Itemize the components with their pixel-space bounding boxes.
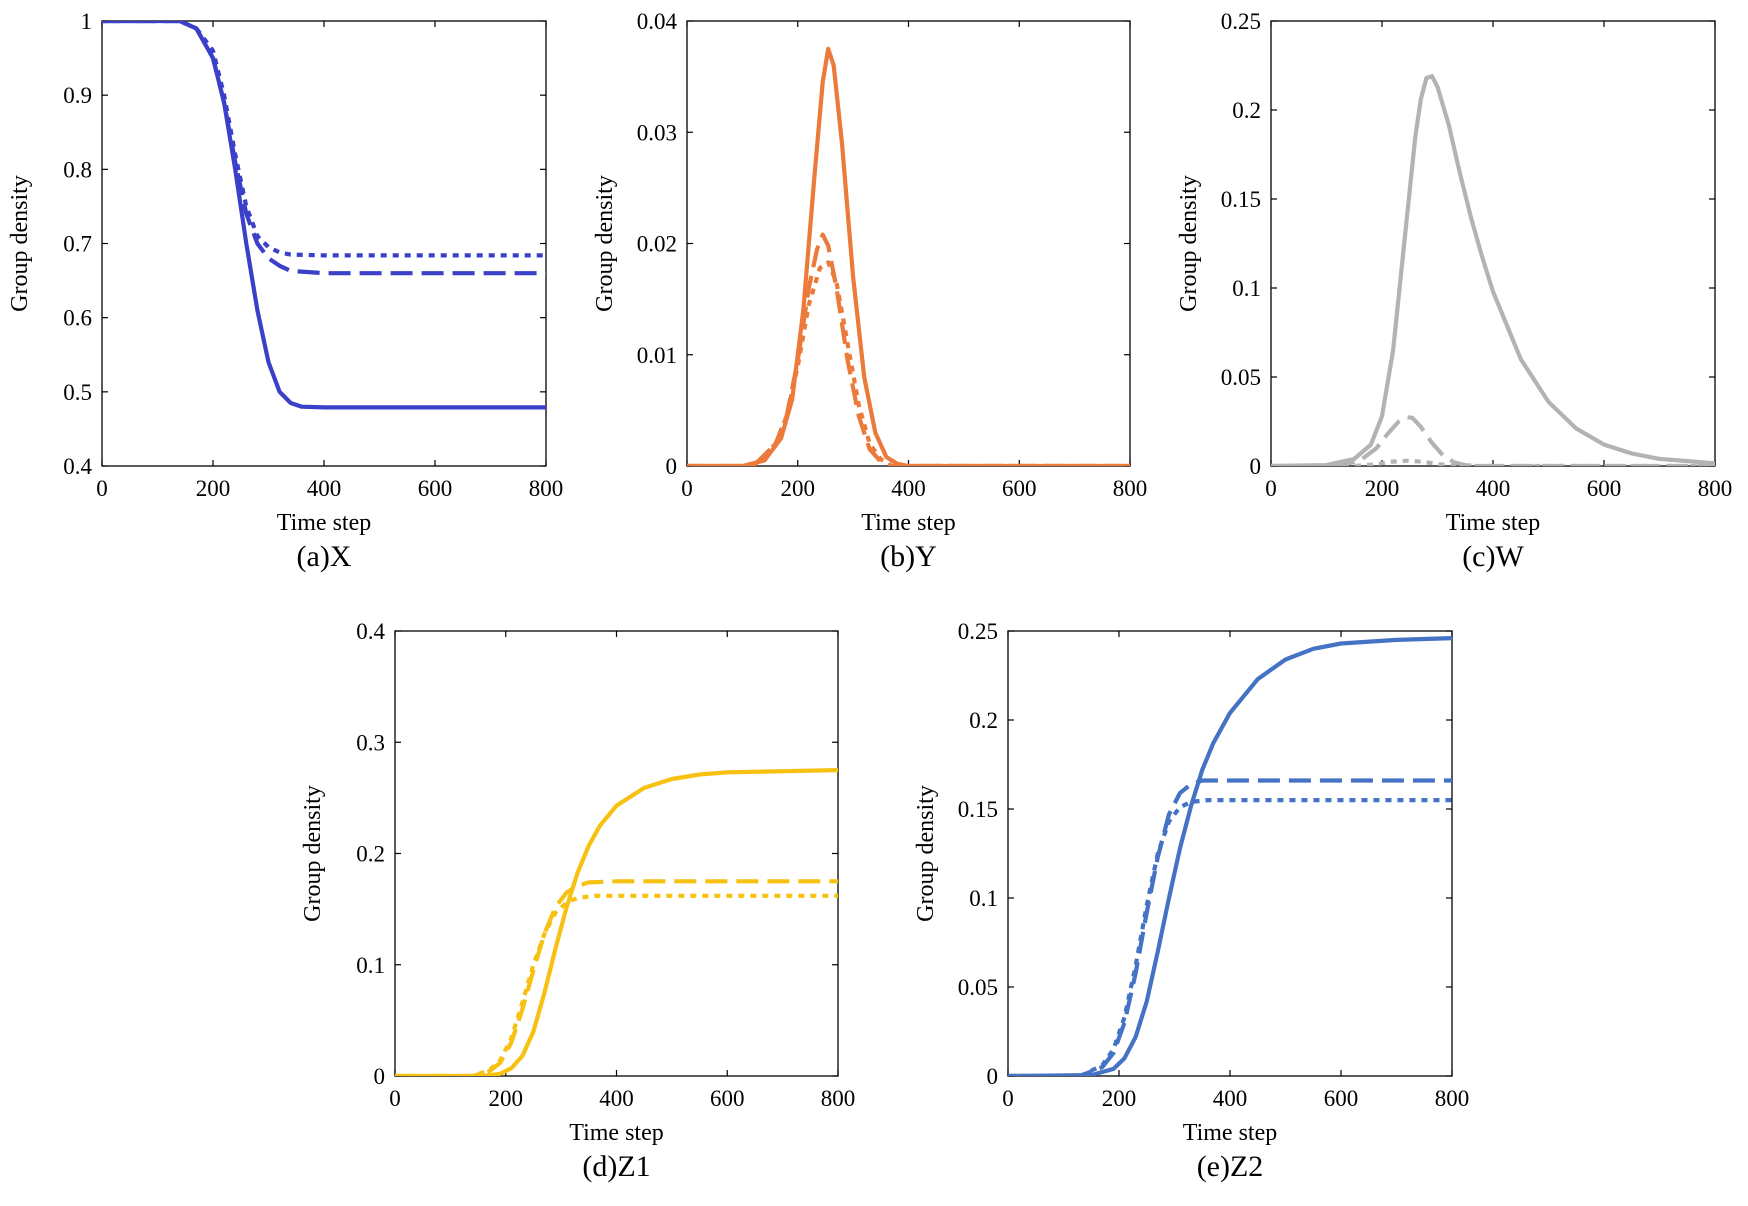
x-axis-label: Time step (1183, 1120, 1277, 1146)
panel-label: (c)W (1462, 540, 1524, 573)
x-tick-label: 600 (1587, 476, 1622, 501)
x-tick-label: 200 (781, 476, 816, 501)
x-tick-label: 200 (196, 476, 231, 501)
y-tick-label: 0.7 (63, 232, 92, 257)
x-axis-label: Time step (277, 510, 371, 536)
y-tick-label: 0.8 (63, 157, 92, 182)
chart-panel-4: 0 200 400 600 800 0 0.05 0.1 0.15 0.2 0.25 Time ste… (913, 619, 1469, 1183)
y-tick-label: 0.1 (356, 953, 385, 978)
y-tick-label: 0.15 (958, 797, 998, 822)
y-tick-label: 0.4 (63, 454, 92, 479)
series-line-dashed (1271, 415, 1715, 466)
x-tick-label: 400 (1476, 476, 1511, 501)
series-line-solid (395, 768, 838, 1076)
x-tick-label: 800 (529, 476, 564, 501)
x-tick-label: 800 (821, 1086, 856, 1111)
y-tick-label: 0.15 (1221, 187, 1261, 212)
x-tick-label: 0 (1002, 1086, 1014, 1111)
x-tick-label: 600 (418, 476, 453, 501)
y-tick-label: 1 (81, 9, 93, 34)
y-tick-label: 0.05 (1221, 365, 1261, 390)
chart-panel-1: 0 200 400 600 800 0 0.01 0.02 0.03 0.04 Time step G… (592, 9, 1147, 573)
y-tick-label: 0.25 (958, 619, 998, 644)
x-tick-label: 400 (891, 476, 926, 501)
series-line-dotted (395, 893, 838, 1076)
series-group (395, 768, 838, 1076)
y-tick-label: 0.02 (637, 232, 677, 257)
chart-panel-2: 0 200 400 600 800 0 0.05 0.1 0.15 0.2 0.25 Time ste… (1176, 9, 1732, 573)
x-tick-label: 200 (489, 1086, 524, 1111)
y-tick-label: 0 (987, 1064, 999, 1089)
x-tick-label: 400 (307, 476, 342, 501)
x-tick-label: 600 (1324, 1086, 1359, 1111)
panel-label: (b)Y (880, 540, 937, 573)
chart-panel-3: 0 200 400 600 800 0 0.1 0.2 0.3 0.4 Time step Group… (300, 619, 855, 1183)
panel-label: (d)Z1 (582, 1150, 650, 1183)
x-tick-label: 800 (1113, 476, 1148, 501)
y-tick-label: 0.03 (637, 120, 677, 145)
y-tick-label: 0 (1250, 454, 1262, 479)
plot-frame (101, 20, 547, 467)
y-axis-label: Group density (592, 175, 618, 312)
x-tick-label: 0 (1265, 476, 1277, 501)
y-tick-label: 0.1 (969, 886, 998, 911)
y-tick-label: 0.01 (637, 343, 677, 368)
series-line-dotted (1271, 458, 1715, 466)
series-group (1008, 636, 1452, 1076)
series-group (687, 46, 1130, 466)
y-tick-label: 0 (374, 1064, 386, 1089)
series-line-solid (1008, 636, 1452, 1076)
plot-frame (1007, 630, 1453, 1077)
x-tick-label: 800 (1435, 1086, 1470, 1111)
x-tick-label: 200 (1365, 476, 1400, 501)
panel-label: (e)Z2 (1197, 1150, 1264, 1183)
plot-frame (394, 630, 839, 1077)
y-tick-label: 0.25 (1221, 9, 1261, 34)
x-axis-label: Time step (861, 510, 955, 536)
y-axis-label: Group density (913, 785, 939, 922)
series-line-solid (1271, 74, 1715, 466)
y-tick-label: 0.2 (1232, 98, 1261, 123)
chart-panel-0: 0 200 400 600 800 0.4 0.5 0.6 0.7 0.8 0.9 1 Time ste… (7, 9, 563, 573)
y-tick-label: 0.3 (356, 730, 385, 755)
x-axis-label: Time step (1446, 510, 1540, 536)
y-tick-label: 0 (666, 454, 678, 479)
plot-frame (686, 20, 1131, 467)
x-tick-label: 600 (710, 1086, 745, 1111)
x-tick-label: 0 (681, 476, 693, 501)
y-axis-label: Group density (300, 785, 326, 922)
panel-label: (a)X (297, 540, 352, 573)
series-line-dotted (1008, 797, 1452, 1076)
y-tick-label: 0.1 (1232, 276, 1261, 301)
series-group (102, 21, 546, 410)
y-tick-label: 0.2 (969, 708, 998, 733)
x-tick-label: 400 (1213, 1086, 1248, 1111)
y-tick-label: 0.5 (63, 380, 92, 405)
plot-frame (1270, 20, 1716, 467)
y-axis-label: Group density (7, 175, 33, 312)
series-line-dashed (102, 21, 546, 276)
y-tick-label: 0.05 (958, 975, 998, 1000)
y-tick-label: 0.2 (356, 842, 385, 867)
y-tick-label: 0.9 (63, 83, 92, 108)
y-tick-label: 0.6 (63, 306, 92, 331)
x-tick-label: 600 (1002, 476, 1037, 501)
y-tick-label: 0.04 (637, 9, 678, 34)
y-tick-label: 0.4 (356, 619, 385, 644)
x-tick-label: 800 (1698, 476, 1733, 501)
x-axis-label: Time step (569, 1120, 663, 1146)
series-line-dotted (687, 260, 1130, 466)
series-line-dotted (102, 21, 546, 258)
x-tick-label: 400 (599, 1086, 634, 1111)
x-tick-label: 0 (96, 476, 108, 501)
series-group (1271, 74, 1715, 466)
y-axis-label: Group density (1176, 175, 1202, 312)
x-tick-label: 200 (1102, 1086, 1137, 1111)
x-tick-label: 0 (389, 1086, 401, 1111)
